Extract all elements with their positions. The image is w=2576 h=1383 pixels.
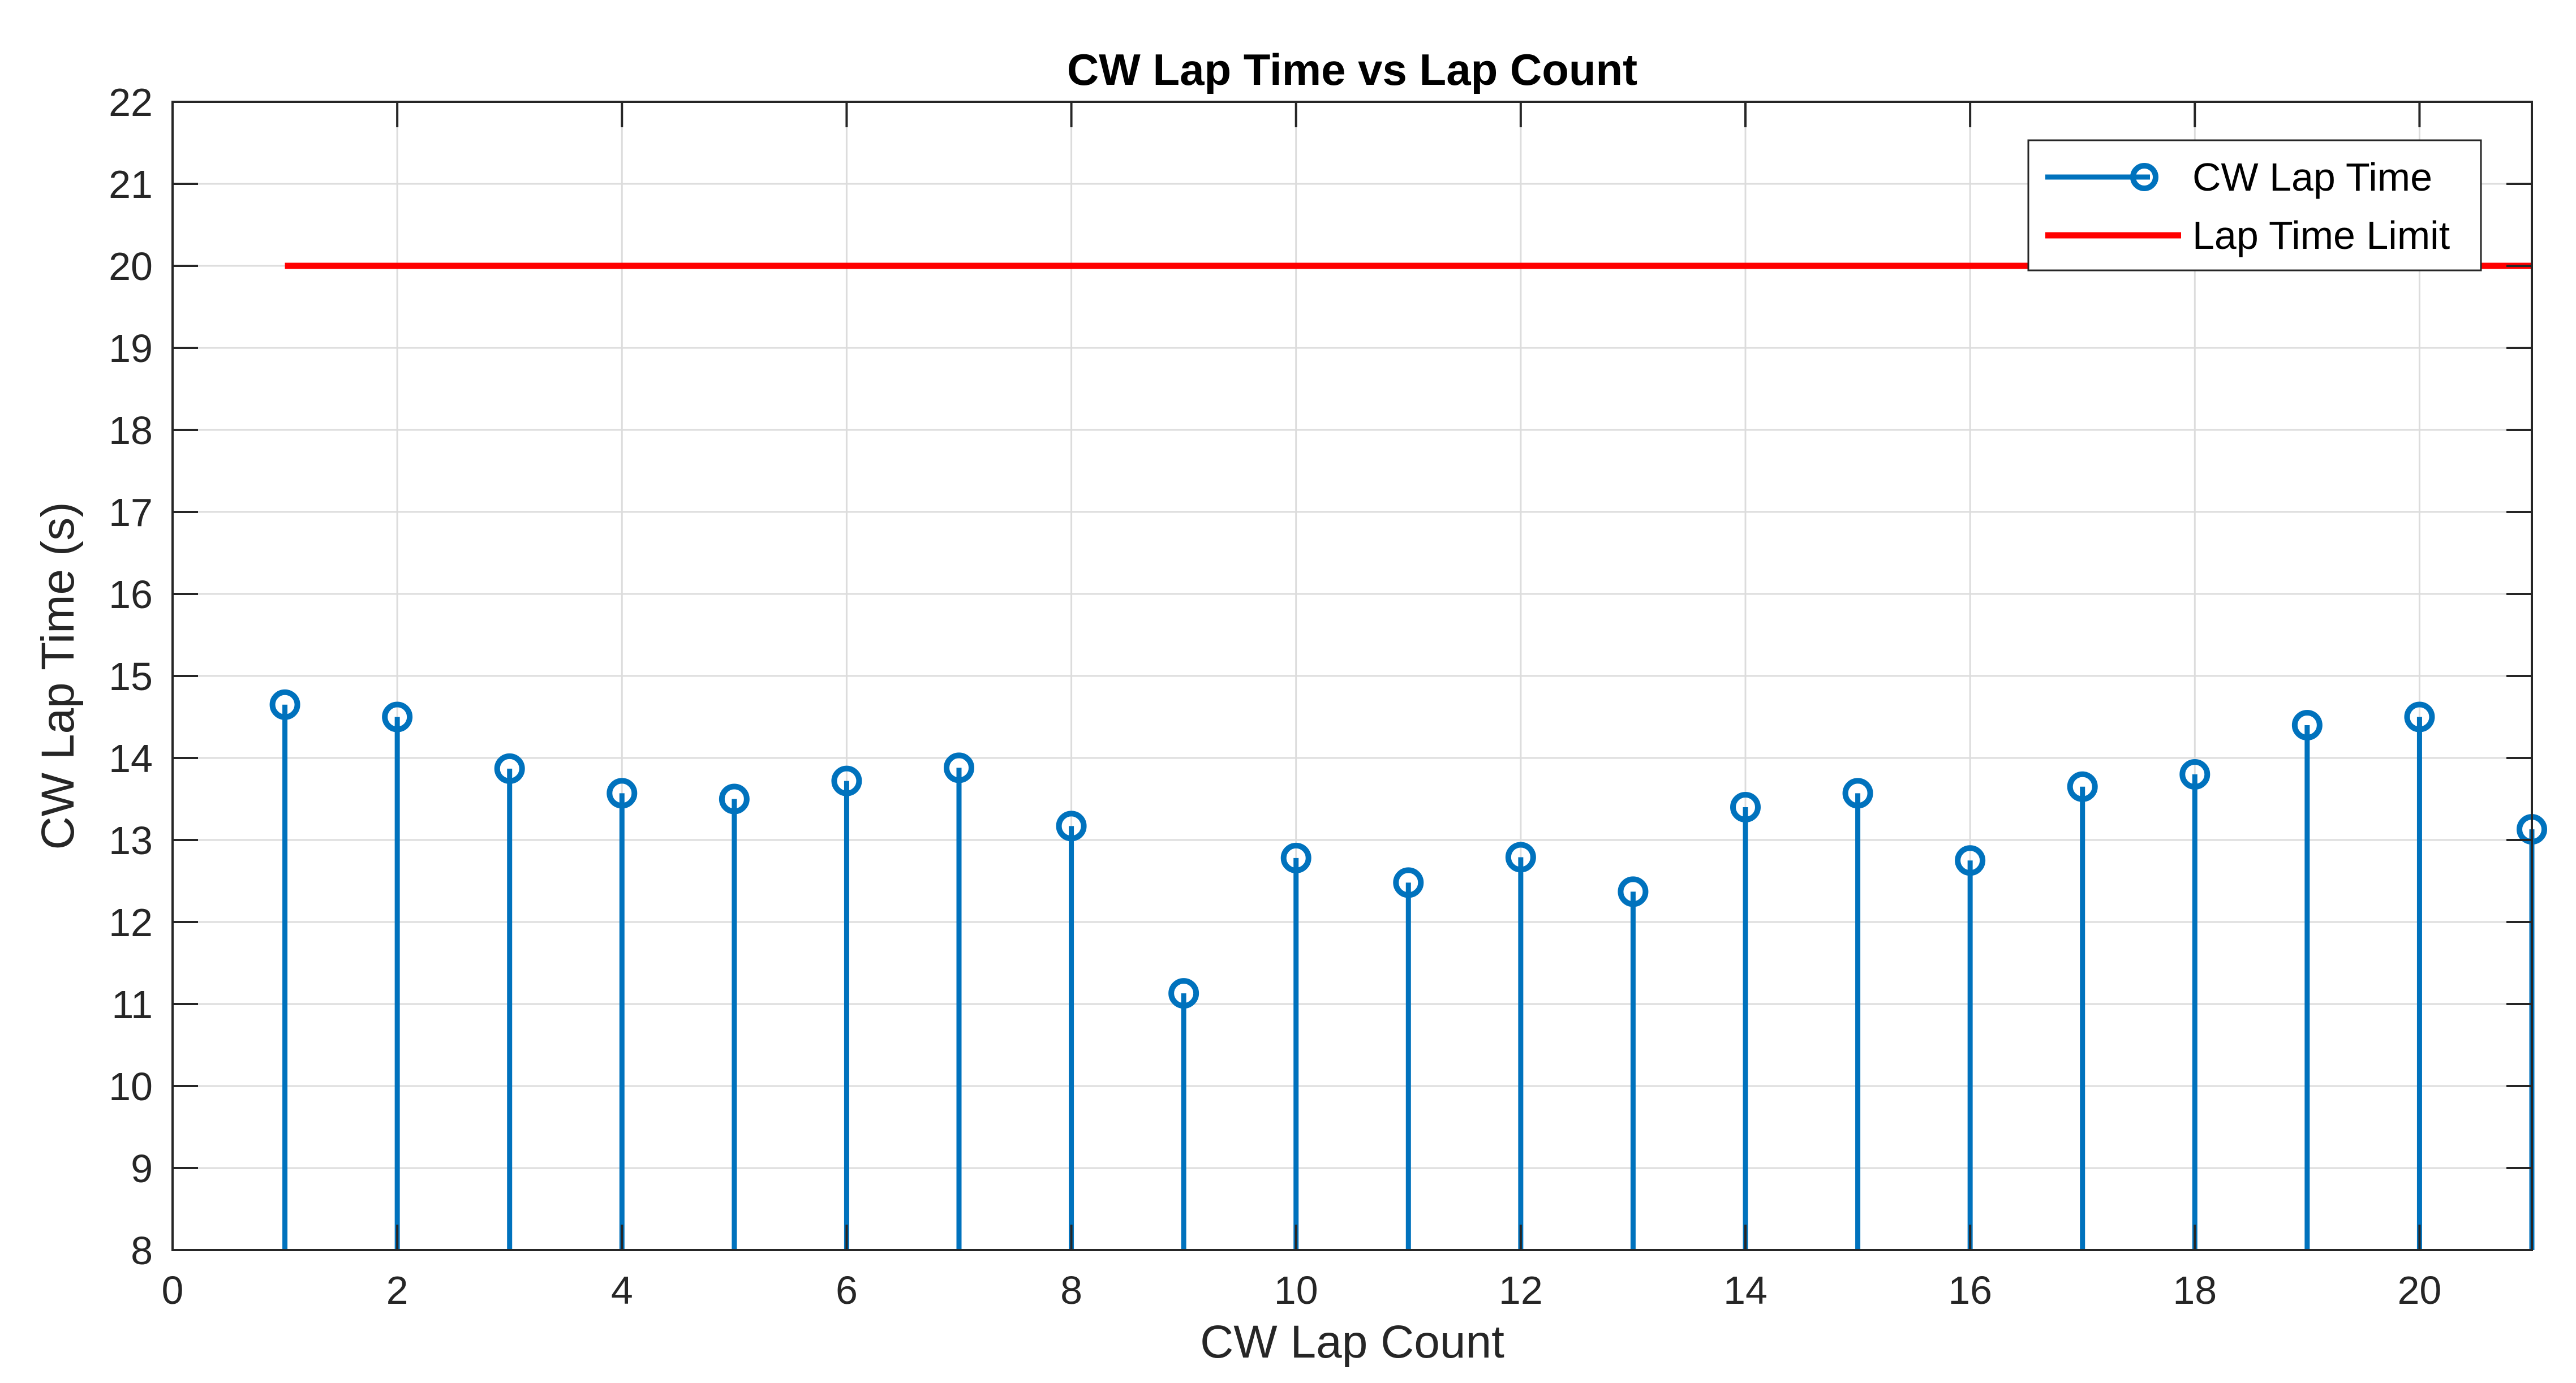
legend-lap-time-limit-label: Lap Time Limit xyxy=(2192,213,2450,257)
x-tick-label: 6 xyxy=(836,1268,858,1312)
y-tick-label: 16 xyxy=(109,572,153,617)
y-tick-label: 10 xyxy=(109,1065,153,1109)
y-tick-label: 13 xyxy=(109,818,153,863)
y-tick-label: 12 xyxy=(109,901,153,945)
lap-16-marker xyxy=(1955,845,1986,876)
y-tick-label: 20 xyxy=(109,244,153,288)
x-tick-label: 4 xyxy=(611,1268,633,1312)
y-tick-label: 22 xyxy=(109,80,153,124)
lap-9-marker xyxy=(1168,978,1199,1009)
x-tick-label: 20 xyxy=(2397,1268,2441,1312)
y-tick-label: 18 xyxy=(109,408,153,453)
lap-1-marker xyxy=(269,689,300,720)
x-axis-label: CW Lap Count xyxy=(1200,1316,1504,1368)
legend: CW Lap Time Lap Time Limit xyxy=(2027,139,2482,272)
lap-4-marker xyxy=(607,778,638,809)
lap-17-marker xyxy=(2067,771,2098,802)
lap-6-marker xyxy=(831,765,862,796)
y-tick-label: 19 xyxy=(109,326,153,370)
y-tick-label: 9 xyxy=(131,1147,153,1191)
lap-5-marker xyxy=(719,783,750,815)
lap-11-marker xyxy=(1393,867,1424,898)
y-tick-label: 11 xyxy=(111,983,153,1027)
y-tick-label: 21 xyxy=(109,162,153,206)
lap-19-marker xyxy=(2291,710,2323,740)
legend-cw-lap-time-marker xyxy=(2130,163,2158,191)
x-tick-label: 18 xyxy=(2173,1268,2217,1312)
x-tick-label: 10 xyxy=(1274,1268,1318,1312)
x-tick-label: 12 xyxy=(1499,1268,1543,1312)
lap-2-marker xyxy=(382,701,413,733)
lap-10-marker xyxy=(1280,842,1311,873)
lap-12-marker xyxy=(1505,842,1536,873)
x-tick-label: 8 xyxy=(1060,1268,1082,1312)
lap-3-marker xyxy=(494,753,525,784)
lap-18-marker xyxy=(2179,759,2211,790)
legend-cw-lap-time-label: CW Lap Time xyxy=(2192,155,2432,199)
axis-ticks: 0 2 4 6 8 10 12 14 16 18 20 8 9 10 11 12 13 14 15 16 17 18 19 2… xyxy=(109,80,2532,1312)
y-axis-label: CW Lap Time (s) xyxy=(32,502,84,850)
lap-15-marker xyxy=(1842,778,1873,809)
lap-14-marker xyxy=(1730,792,1761,822)
x-tick-label: 16 xyxy=(1948,1268,1992,1312)
x-tick-label: 14 xyxy=(1723,1268,1767,1312)
lap-13-marker xyxy=(1618,876,1649,907)
y-tick-label: 8 xyxy=(131,1229,153,1273)
lap-20-marker xyxy=(2404,701,2435,733)
y-tick-label: 15 xyxy=(109,654,153,699)
chart-title: CW Lap Time vs Lap Count xyxy=(1067,45,1637,94)
x-tick-label: 0 xyxy=(162,1268,184,1312)
legend-box xyxy=(2027,139,2482,272)
lap-7-marker xyxy=(944,752,974,783)
x-tick-label: 2 xyxy=(386,1268,408,1312)
y-tick-label: 17 xyxy=(109,490,153,535)
y-tick-label: 14 xyxy=(109,736,153,781)
lap-8-marker xyxy=(1056,811,1087,842)
